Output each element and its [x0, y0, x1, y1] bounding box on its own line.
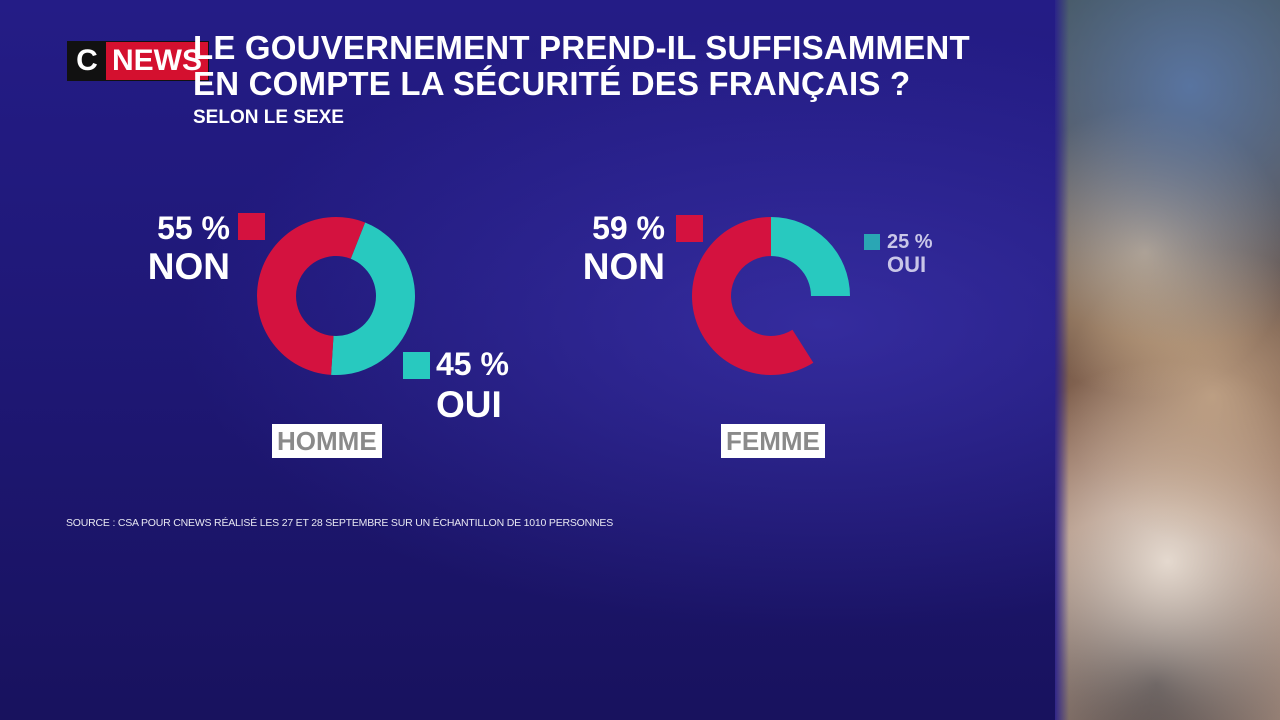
logo-news: NEWS [106, 42, 208, 80]
femme-oui-legend-square [864, 234, 880, 250]
donut-segment-non [257, 217, 366, 375]
title-line-2: EN COMPTE LA SÉCURITÉ DES FRANÇAIS ? [193, 65, 911, 102]
femme-non-text: NON [582, 246, 665, 287]
background-crowd-photo [1055, 0, 1280, 720]
femme-oui-value: 25 % [887, 231, 933, 253]
homme-oui-text: OUI [436, 384, 502, 425]
femme-oui-text: OUI [887, 252, 927, 277]
femme-non-label: 59 % NON [545, 212, 665, 285]
group-tag-homme: HOMME [272, 424, 382, 458]
homme-oui-value: 45 % [436, 346, 509, 382]
femme-non-legend-square [676, 215, 703, 242]
homme-non-legend-square [238, 213, 265, 240]
logo-c: C [68, 42, 106, 80]
homme-non-label: 55 % NON [110, 212, 230, 285]
homme-non-text: NON [147, 246, 230, 287]
photo-edge-fade [1055, 0, 1069, 720]
cnews-logo: C NEWS [67, 41, 209, 81]
donut-segment-oui [331, 222, 416, 375]
donut-femme [692, 217, 850, 375]
donut-segment-non [692, 217, 814, 375]
homme-oui-label: 45 % OUI [436, 348, 509, 423]
homme-non-value: 55 % [157, 210, 230, 246]
donut-homme [257, 217, 416, 375]
homme-oui-legend-square [403, 352, 430, 379]
chart-title: LE GOUVERNEMENT PREND-IL SUFFISAMMENT EN… [193, 30, 970, 102]
chart-subtitle: SELON LE SEXE [193, 107, 344, 128]
chart-panel [0, 0, 1055, 720]
group-tag-femme: FEMME [721, 424, 825, 458]
femme-non-value: 59 % [592, 210, 665, 246]
source-note: SOURCE : CSA POUR CNEWS RÉALISÉ LES 27 E… [66, 517, 614, 529]
title-line-1: LE GOUVERNEMENT PREND-IL SUFFISAMMENT [193, 29, 970, 66]
femme-oui-label: 25 % OUI [887, 232, 933, 276]
donut-segment-oui [771, 217, 850, 296]
